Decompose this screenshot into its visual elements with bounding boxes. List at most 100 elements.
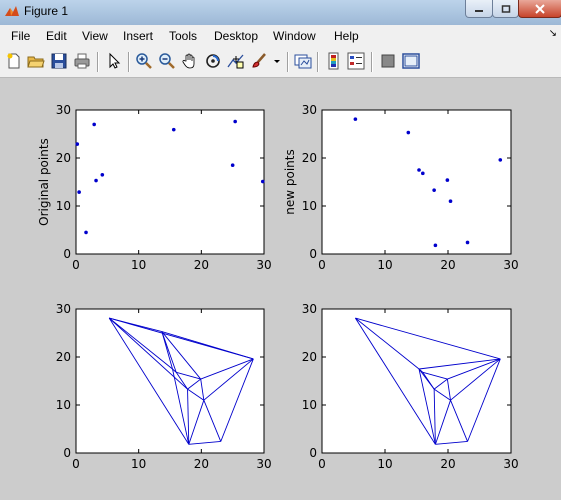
toolbar-separator	[128, 52, 130, 72]
x-tick-label: 20	[440, 258, 455, 272]
x-tick-label: 10	[377, 258, 392, 272]
x-tick-label: 30	[503, 457, 518, 471]
y-tick-label: 30	[302, 302, 317, 316]
y-tick-label: 20	[302, 151, 317, 165]
show-plot-tools-icon[interactable]	[402, 52, 420, 70]
matlab-app-icon	[5, 6, 19, 16]
x-tick-label: 20	[194, 258, 209, 272]
figure-canvas: 0 10 20 30 0 10 20 30 Original points 0 10 20 30 0 10 2…	[0, 78, 561, 500]
edit-plot-arrow-icon[interactable]	[105, 52, 123, 70]
menu-insert[interactable]: Insert	[123, 29, 154, 43]
triangulation-edge	[433, 389, 436, 445]
data-point	[465, 240, 470, 245]
axes-2[interactable]: 0 10 20 30 0 10 20 30 new points	[283, 103, 519, 272]
minimize-button[interactable]	[465, 0, 493, 18]
menu-tools[interactable]: Tools	[169, 29, 198, 43]
zoom-out-icon[interactable]	[158, 52, 176, 70]
x-tick-label: 10	[131, 457, 146, 471]
y-tick-label: 30	[56, 302, 71, 316]
toolbar-separator	[317, 52, 319, 72]
triangulation-edge	[176, 371, 201, 380]
triangulation-edge	[433, 388, 451, 401]
triangulation-edge	[188, 441, 221, 445]
triangulation-edge	[172, 368, 177, 373]
data-point	[75, 142, 80, 146]
axes-box	[75, 109, 265, 255]
data-point	[77, 190, 81, 194]
x-tick-label: 30	[256, 457, 271, 471]
maximize-icon	[501, 4, 510, 13]
rotate-3d-icon[interactable]	[204, 52, 222, 70]
triangulation-edge	[450, 358, 501, 401]
axes-box	[321, 308, 512, 454]
axes-3[interactable]: 0 10 20 30 0 10 20 30	[56, 302, 272, 471]
menu-window[interactable]: Window	[273, 29, 316, 43]
dropdown-arrow-icon[interactable]	[272, 52, 282, 70]
triangulation-edge	[175, 372, 188, 390]
maximize-button[interactable]	[492, 0, 519, 18]
triangulation-edge	[467, 358, 501, 442]
x-tick-label: 0	[318, 258, 326, 272]
triangulation-edge	[188, 400, 205, 445]
data-point	[260, 179, 265, 184]
triangulation-edge	[422, 372, 435, 390]
triangulation-edge	[418, 368, 436, 445]
data-cursor-icon[interactable]	[227, 52, 245, 70]
triangulation-edge	[435, 441, 468, 445]
triangulation-edge	[355, 317, 420, 370]
y-tick-label: 20	[56, 350, 71, 364]
x-tick-label: 10	[131, 258, 146, 272]
data-point	[100, 173, 105, 177]
title-bar[interactable]: Figure 1	[0, 0, 561, 26]
close-button[interactable]	[518, 0, 561, 18]
y-tick-label: 0	[63, 247, 71, 261]
data-point	[406, 130, 411, 135]
triangulation-edge	[450, 400, 468, 442]
new-figure-icon[interactable]	[5, 52, 23, 70]
x-tick-label: 0	[72, 258, 80, 272]
window-title: Figure 1	[24, 4, 69, 18]
insert-legend-icon[interactable]	[347, 52, 365, 70]
hide-plot-tools-icon[interactable]	[379, 52, 397, 70]
toolbar-separator	[287, 52, 289, 72]
menu-file[interactable]: File	[11, 29, 31, 43]
axes-1[interactable]: 0 10 20 30 0 10 20 30 Original points	[37, 103, 272, 272]
y-tick-label: 10	[302, 398, 317, 412]
zoom-in-icon[interactable]	[135, 52, 153, 70]
data-point	[448, 199, 453, 203]
triangulation-edge	[447, 358, 501, 380]
save-icon[interactable]	[50, 52, 68, 70]
menu-help[interactable]: Help	[334, 29, 359, 43]
open-file-icon[interactable]	[27, 52, 45, 70]
menu-view[interactable]: View	[82, 29, 108, 43]
insert-colorbar-icon[interactable]	[325, 52, 343, 70]
triangulation-edge	[187, 389, 190, 445]
triangulation-edge	[172, 368, 190, 445]
pan-hand-icon[interactable]	[181, 52, 199, 70]
data-point	[432, 188, 436, 192]
toolbar-separator	[371, 52, 373, 72]
triangulation-edge	[187, 388, 205, 401]
data-point	[421, 171, 425, 176]
menu-edit[interactable]: Edit	[46, 29, 67, 43]
x-tick-label: 0	[72, 457, 80, 471]
triangulation-edge	[203, 358, 254, 401]
y-tick-label: 20	[302, 350, 317, 364]
axes-4[interactable]: 0 10 20 30 0 10 20 30	[302, 302, 519, 471]
link-plot-icon[interactable]	[294, 52, 312, 70]
y-tick-label: 30	[302, 103, 317, 117]
brush-icon[interactable]	[250, 52, 268, 70]
menu-desktop[interactable]: Desktop	[214, 29, 259, 43]
triangulation-edge	[108, 317, 190, 445]
y-tick-label: 20	[56, 151, 71, 165]
triangulation-edge	[161, 331, 202, 380]
data-point	[84, 230, 88, 235]
triangulation-edge	[203, 400, 222, 442]
y-tick-label: 10	[56, 398, 71, 412]
print-icon[interactable]	[73, 52, 91, 70]
triangulation-edge	[422, 371, 448, 380]
data-point	[233, 119, 237, 124]
y-tick-label: 30	[56, 103, 71, 117]
dock-arrow-icon[interactable]: ↘	[548, 28, 557, 39]
data-point	[445, 178, 450, 182]
